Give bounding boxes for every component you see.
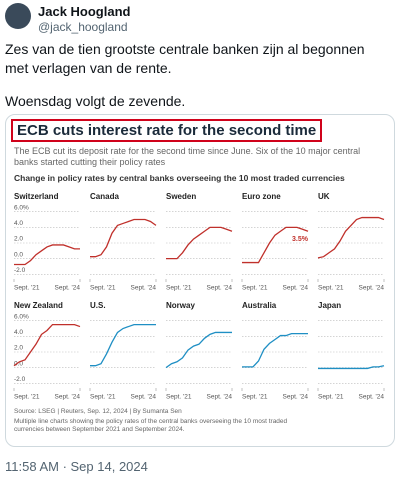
panel-title: U.S. [90, 301, 106, 310]
x-tick-label: Sept. '21 [14, 394, 40, 401]
x-tick-label: Sept. '21 [318, 394, 344, 401]
panel-title: Sweden [166, 192, 196, 201]
chart-card[interactable]: ECB cuts interest rate for the second ti… [5, 114, 395, 447]
panel-title: Euro zone [242, 192, 281, 201]
y-tick-label: -2.0 [14, 267, 26, 274]
y-tick-label: 4.0 [14, 329, 23, 336]
x-tick-label: Sept. '24 [55, 394, 81, 401]
rate-line [14, 244, 80, 266]
x-tick-label: Sept. '21 [166, 394, 192, 401]
x-tick-label: Sept. '24 [207, 285, 233, 292]
rate-line [317, 216, 385, 259]
rate-line [318, 365, 385, 370]
x-tick-label: Sept. '21 [318, 285, 344, 292]
x-tick-label: Sept. '24 [359, 394, 385, 401]
x-tick-label: Sept. '24 [55, 285, 81, 292]
y-tick-label: 0.0 [14, 251, 23, 258]
source: Source: LSEG | Reuters, Sep. 12, 2024 | … [14, 408, 182, 415]
y-tick-label: 6.0% [14, 313, 29, 320]
x-tick-label: Sept. '24 [283, 394, 309, 401]
rate-line [166, 226, 233, 260]
chart-heading: Change in policy rates by central banks … [14, 173, 345, 183]
x-tick-label: Sept. '24 [359, 285, 385, 292]
panels: Switzerland -2.0 0.0 2.0 4.0 6.0% Sept. '21 Sep… [13, 192, 385, 401]
panel-title: Canada [90, 192, 119, 201]
x-tick-label: Sept. '21 [90, 394, 116, 401]
x-tick-label: Sept. '24 [131, 394, 157, 401]
panel-title: UK [318, 192, 330, 201]
panel-title: Australia [242, 301, 277, 310]
rate-line [242, 332, 308, 368]
x-tick-label: Sept. '21 [90, 285, 116, 292]
x-tick-label: Sept. '21 [242, 285, 268, 292]
x-tick-label: Sept. '24 [283, 285, 309, 292]
rate-line [242, 226, 309, 264]
rate-line [90, 218, 157, 258]
chart-title: ECB cuts interest rate for the second ti… [11, 119, 323, 142]
x-tick-label: Sept. '21 [242, 394, 268, 401]
y-tick-label: 2.0 [14, 236, 23, 243]
y-tick-label: 0.0 [14, 360, 23, 367]
panel-title: Norway [166, 301, 195, 310]
x-tick-label: Sept. '24 [131, 285, 157, 292]
rate-line [90, 323, 156, 367]
panel-title: Switzerland [14, 192, 59, 201]
author-handle[interactable]: @jack_hoogland [38, 20, 128, 34]
panel-title: New Zealand [14, 301, 63, 310]
panel-title: Japan [318, 301, 341, 310]
rate-line [165, 331, 232, 369]
y-tick-label: 2.0 [14, 345, 23, 352]
y-tick-label: -2.0 [14, 376, 26, 383]
y-tick-label: 4.0 [14, 220, 23, 227]
author-name[interactable]: Jack Hoogland [38, 4, 131, 19]
avatar[interactable] [5, 3, 31, 29]
note: Multiple line charts showing the policy … [14, 418, 288, 433]
y-tick-label: 6.0% [14, 204, 29, 211]
tweet-text: Zes van de tien grootste centrale banken… [5, 41, 365, 76]
x-tick-label: Sept. '21 [166, 285, 192, 292]
x-tick-label: Sept. '24 [207, 394, 233, 401]
timestamp: 11:58 AM · Sep 14, 2024 [5, 459, 148, 474]
rate-line [13, 323, 81, 367]
x-tick-label: Sept. '21 [14, 285, 40, 292]
chart-subtitle: The ECB cut its deposit rate for the sec… [14, 146, 361, 167]
tweet-text: Woensdag volgt de zevende. [5, 93, 186, 109]
annotation: 3.5% [292, 236, 309, 243]
